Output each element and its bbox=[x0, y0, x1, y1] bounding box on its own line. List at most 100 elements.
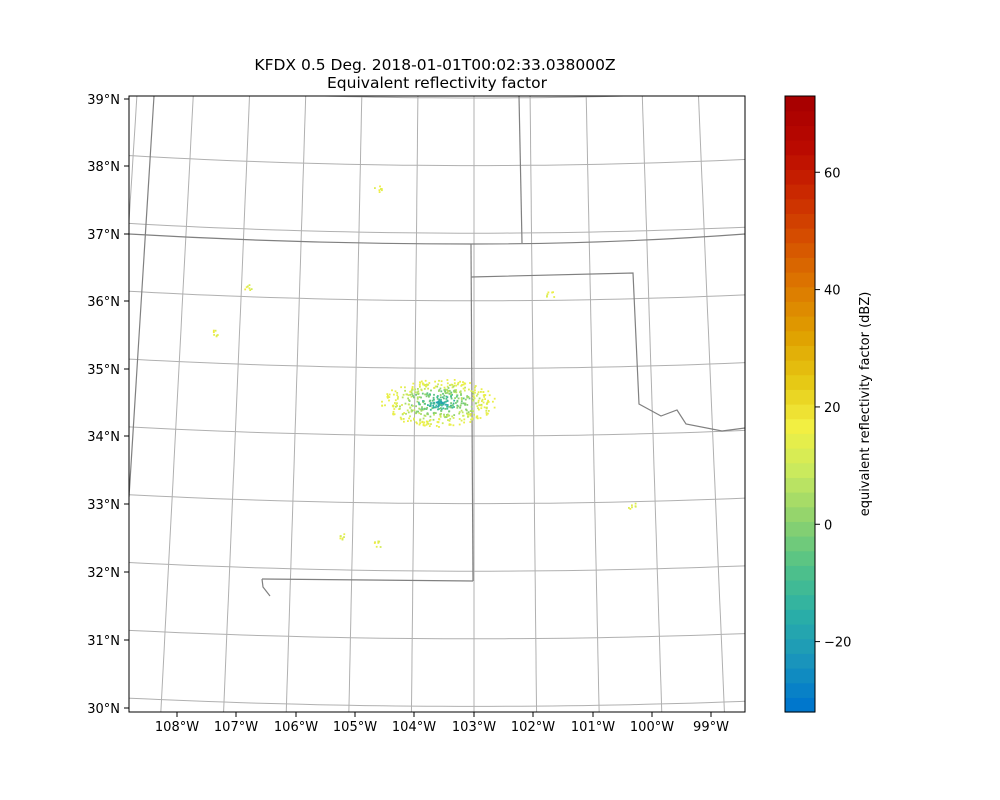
echo-gate bbox=[422, 383, 425, 386]
echo-gate bbox=[341, 537, 344, 540]
echo-gate bbox=[388, 399, 390, 402]
echo-gate bbox=[455, 402, 457, 404]
echo-gate bbox=[416, 392, 419, 394]
lat-gridline bbox=[129, 358, 745, 369]
echo-gate bbox=[410, 390, 413, 392]
echo-gate bbox=[446, 400, 449, 402]
echo-gate bbox=[483, 396, 486, 398]
echo-gate bbox=[428, 395, 430, 398]
lat-gridline bbox=[32, 761, 854, 774]
echo-gate bbox=[422, 401, 424, 403]
echo-gate bbox=[437, 421, 440, 423]
echo-gate bbox=[412, 382, 415, 385]
echo-gate bbox=[471, 417, 474, 420]
echo-gate bbox=[448, 389, 451, 392]
lon-gridline bbox=[585, 96, 600, 712]
echo-gate bbox=[462, 387, 465, 390]
echo-gate bbox=[447, 387, 450, 389]
echo-gate bbox=[394, 399, 397, 402]
echo-gate bbox=[453, 399, 456, 402]
echo-gate bbox=[547, 291, 550, 294]
echo-gate bbox=[478, 404, 481, 406]
echo-gate bbox=[404, 389, 406, 392]
echo-gate bbox=[410, 395, 413, 398]
echo-gate bbox=[446, 404, 449, 406]
echo-gate bbox=[474, 386, 476, 389]
echo-gate bbox=[438, 379, 440, 382]
lon-gridline bbox=[223, 96, 251, 712]
echo-gate bbox=[250, 288, 253, 290]
echo-gate bbox=[487, 412, 489, 415]
echo-gate bbox=[463, 402, 466, 405]
echo-gate bbox=[480, 388, 483, 391]
colorbar-ticks: −20 0 20 40 60 bbox=[815, 166, 851, 651]
echo-gate bbox=[487, 390, 490, 393]
echo-gate bbox=[426, 406, 428, 409]
echo-gate bbox=[418, 423, 421, 426]
y-tick-label: 37°N bbox=[87, 228, 120, 243]
echo-gate bbox=[439, 413, 442, 416]
echo-gate bbox=[478, 408, 480, 411]
lon-gridline bbox=[129, 96, 138, 230]
echo-gate bbox=[464, 398, 467, 401]
echo-gate bbox=[472, 410, 475, 413]
echo-gate bbox=[473, 397, 476, 400]
echo-gate bbox=[432, 398, 435, 401]
colorbar-segment bbox=[785, 653, 815, 669]
echo-gate bbox=[373, 542, 376, 544]
echo-gate bbox=[452, 402, 455, 405]
echo-gate bbox=[450, 391, 453, 394]
echo-gate bbox=[216, 334, 219, 336]
border-nm-tx-southwest bbox=[261, 578, 271, 597]
echo-gate bbox=[399, 407, 401, 410]
colorbar-segment bbox=[785, 594, 815, 610]
echo-gate bbox=[432, 418, 435, 421]
echo-gate bbox=[483, 406, 486, 409]
x-axis: 108°W 107°W 106°W 105°W 104°W 103°W 102°… bbox=[155, 720, 729, 735]
echo-gate bbox=[492, 400, 494, 403]
echo-gate bbox=[405, 412, 407, 415]
colorbar-segment bbox=[785, 184, 815, 200]
echo-gate bbox=[441, 402, 444, 404]
echo-gate bbox=[476, 417, 479, 420]
echo-gate bbox=[416, 396, 419, 399]
echo-gate bbox=[452, 424, 455, 427]
echo-gate bbox=[434, 380, 436, 383]
x-tick-label: 104°W bbox=[392, 720, 436, 735]
echo-gate bbox=[428, 425, 431, 427]
lon-gridline bbox=[641, 96, 663, 712]
echo-gate bbox=[472, 395, 475, 398]
lon-gridline bbox=[529, 96, 538, 712]
map-background bbox=[129, 96, 745, 712]
echo-gate bbox=[409, 393, 412, 396]
echo-gate bbox=[441, 403, 444, 406]
echo-gate bbox=[413, 396, 415, 399]
echo-gate bbox=[443, 386, 446, 389]
colorbar-tick-label: 40 bbox=[824, 284, 841, 299]
echo-gate bbox=[493, 406, 496, 409]
echo-gate bbox=[396, 405, 398, 407]
echo-gate bbox=[444, 388, 447, 391]
echo-gate bbox=[461, 411, 464, 414]
echo-gate bbox=[422, 424, 425, 426]
echo-gate bbox=[443, 389, 446, 391]
echo-gate bbox=[480, 404, 483, 407]
echo-gate bbox=[481, 400, 483, 402]
echo-gate bbox=[410, 410, 413, 413]
echo-gate bbox=[395, 403, 398, 406]
echo-gate bbox=[436, 385, 439, 388]
lat-gridline bbox=[86, 17, 806, 30]
x-tick-label: 103°W bbox=[452, 720, 496, 735]
longitude-gridlines bbox=[129, 96, 725, 712]
echo-gate bbox=[249, 289, 252, 291]
echo-gate bbox=[392, 410, 395, 413]
echo-gate bbox=[474, 389, 476, 392]
echo-gate bbox=[419, 403, 421, 406]
echo-gate bbox=[470, 390, 473, 392]
echo-gate bbox=[379, 185, 381, 188]
echo-gate bbox=[417, 410, 419, 413]
x-tick-label: 99°W bbox=[693, 720, 729, 735]
map-frame bbox=[128, 95, 746, 713]
echo-gate bbox=[435, 425, 438, 427]
echo-gate bbox=[474, 385, 477, 387]
